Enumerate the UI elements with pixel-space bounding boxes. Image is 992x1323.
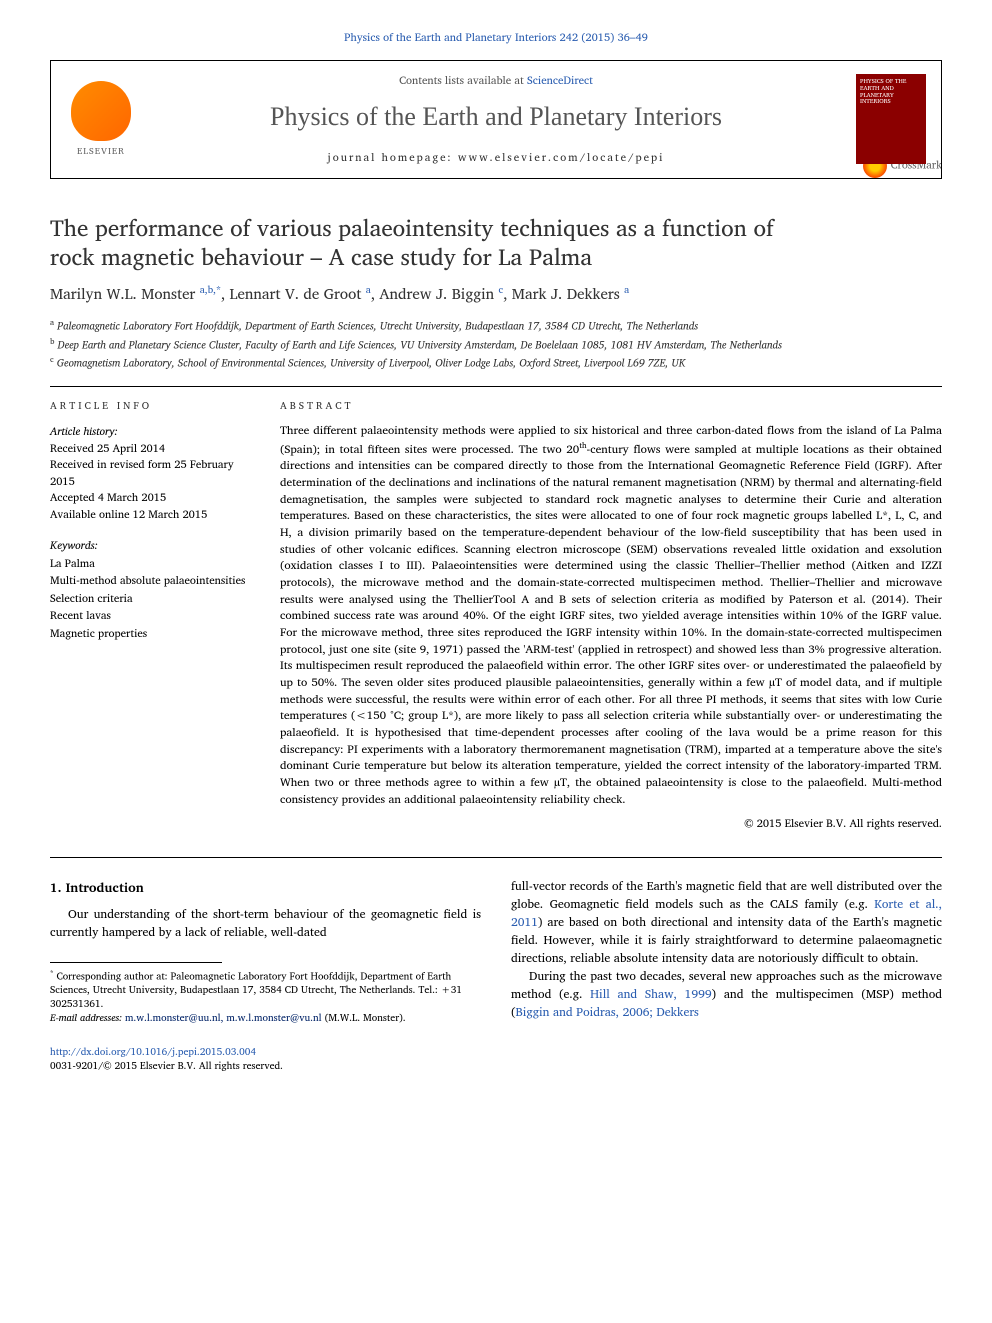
body-paragraph: full-vector records of the Earth's magne… — [511, 878, 942, 968]
corresponding-text: Corresponding author at: Paleomagnetic L… — [50, 968, 462, 1012]
history-line: Received in revised form 25 February 201… — [50, 456, 250, 489]
keyword: Multi-method absolute palaeointensities — [50, 572, 250, 590]
page-footer: http://dx.doi.org/10.1016/j.pepi.2015.03… — [50, 1045, 942, 1073]
keyword: La Palma — [50, 555, 250, 573]
body-paragraph: During the past two decades, several new… — [511, 968, 942, 1022]
history-line: Available online 12 March 2015 — [50, 506, 250, 523]
keyword: Selection criteria — [50, 590, 250, 608]
journal-name: Physics of the Earth and Planetary Inter… — [151, 99, 841, 135]
abstract-copyright: © 2015 Elsevier B.V. All rights reserved… — [280, 816, 942, 831]
keywords-label: Keywords: — [50, 537, 250, 555]
article-history: Article history: Received 25 April 2014R… — [50, 423, 250, 522]
keywords-block: Keywords: La PalmaMulti-method absolute … — [50, 537, 250, 643]
body-paragraph: Our understanding of the short-term beha… — [50, 906, 481, 942]
cover-title: PHYSICS OF THE EARTH AND PLANETARY INTER… — [860, 78, 922, 104]
keyword: Magnetic properties — [50, 625, 250, 643]
author-list: Marilyn W.L. Monster a,b,*, Lennart V. d… — [50, 283, 942, 304]
history-label: Article history: — [50, 423, 250, 440]
abstract-text: Three different palaeointensity methods … — [280, 423, 942, 808]
contents-line: Contents lists available at ScienceDirec… — [151, 73, 841, 88]
contents-prefix: Contents lists available at — [399, 71, 527, 89]
journal-cover-thumbnail: PHYSICS OF THE EARTH AND PLANETARY INTER… — [856, 74, 926, 164]
sciencedirect-link[interactable]: ScienceDirect — [527, 71, 593, 89]
email-link[interactable]: m.w.l.monster@uu.nl, m.w.l.monster@vu.nl — [125, 1010, 322, 1026]
email-attribution: (M.W.L. Monster). — [325, 1010, 406, 1026]
corresponding-author-footnote: * Corresponding author at: Paleomagnetic… — [50, 969, 481, 1011]
affiliations: a Paleomagnetic Laboratory Fort Hoofddij… — [50, 316, 942, 371]
citation-header: Physics of the Earth and Planetary Inter… — [50, 30, 942, 45]
email-label: E-mail addresses: — [50, 1010, 122, 1026]
keyword: Recent lavas — [50, 607, 250, 625]
journal-homepage[interactable]: journal homepage: www.elsevier.com/locat… — [151, 150, 841, 165]
divider — [50, 857, 942, 858]
history-line: Accepted 4 March 2015 — [50, 489, 250, 506]
footnote-separator — [50, 962, 222, 963]
elsevier-label: ELSEVIER — [61, 145, 141, 158]
email-footnote: E-mail addresses: m.w.l.monster@uu.nl, m… — [50, 1011, 481, 1025]
history-line: Received 25 April 2014 — [50, 440, 250, 457]
issn-copyright: 0031-9201/© 2015 Elsevier B.V. All right… — [50, 1059, 942, 1073]
divider — [50, 386, 942, 387]
article-title: The performance of various palaeointensi… — [50, 214, 942, 274]
section-heading-introduction: 1. Introduction — [50, 878, 481, 896]
journal-header-box: ELSEVIER Contents lists available at Sci… — [50, 60, 942, 178]
elsevier-logo: ELSEVIER — [51, 81, 151, 158]
elsevier-tree-icon — [71, 81, 131, 141]
abstract-heading: abstract — [280, 399, 942, 413]
article-info-heading: article info — [50, 399, 250, 413]
